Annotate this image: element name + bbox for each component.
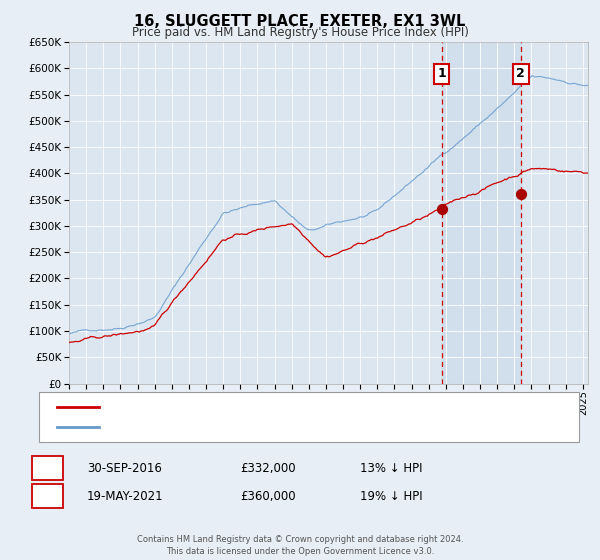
Text: 19-MAY-2021: 19-MAY-2021 [87, 490, 164, 503]
Text: 2: 2 [517, 67, 525, 80]
Text: 1: 1 [437, 67, 446, 80]
Point [516, 190, 526, 199]
Text: £360,000: £360,000 [240, 490, 296, 503]
Text: Price paid vs. HM Land Registry's House Price Index (HPI): Price paid vs. HM Land Registry's House … [131, 26, 469, 39]
Text: 16, SLUGGETT PLACE, EXETER, EX1 3WL: 16, SLUGGETT PLACE, EXETER, EX1 3WL [134, 14, 466, 29]
Text: 1: 1 [44, 462, 52, 475]
Text: 2: 2 [44, 490, 52, 503]
Text: 30-SEP-2016: 30-SEP-2016 [87, 462, 162, 475]
Text: Contains HM Land Registry data © Crown copyright and database right 2024.
This d: Contains HM Land Registry data © Crown c… [137, 535, 463, 556]
Text: £332,000: £332,000 [240, 462, 296, 475]
Text: HPI: Average price, detached house, East Devon: HPI: Average price, detached house, East… [108, 422, 360, 432]
Text: 16, SLUGGETT PLACE, EXETER, EX1 3WL (detached house): 16, SLUGGETT PLACE, EXETER, EX1 3WL (det… [108, 402, 413, 412]
Text: 19% ↓ HPI: 19% ↓ HPI [360, 490, 422, 503]
Point [437, 204, 446, 213]
Text: 13% ↓ HPI: 13% ↓ HPI [360, 462, 422, 475]
Bar [442, 42, 521, 384]
